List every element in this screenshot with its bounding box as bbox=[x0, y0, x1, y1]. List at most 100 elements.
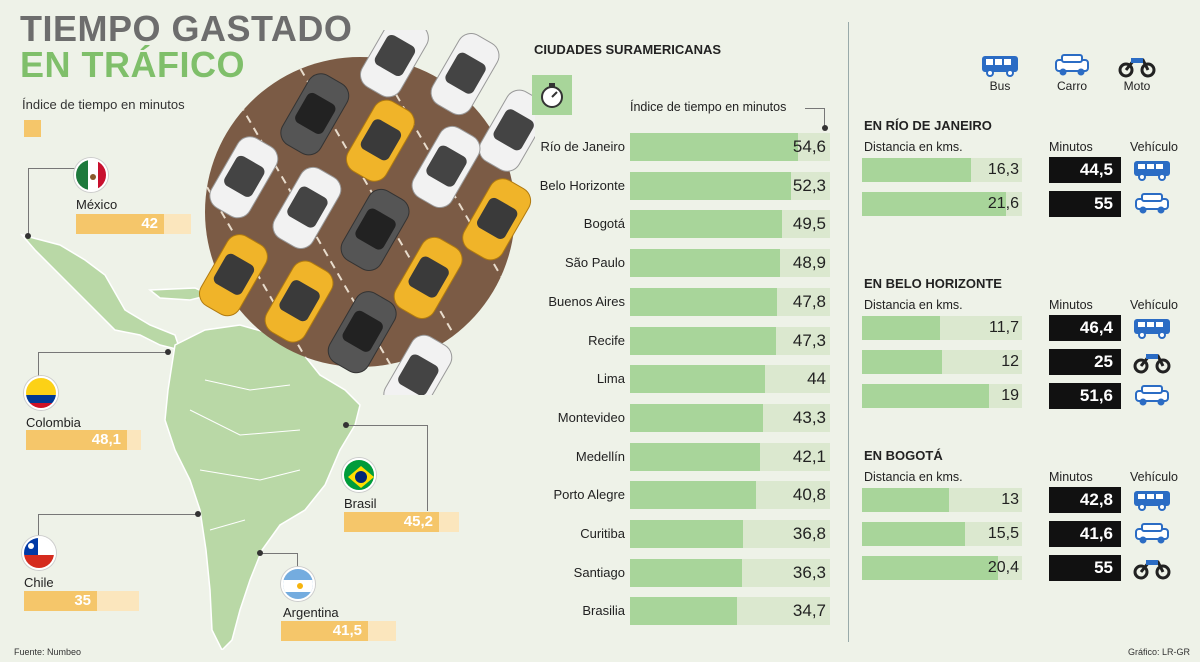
cities-chart-title: CIUDADES SURAMERICANAS bbox=[534, 42, 722, 57]
flag-chile-icon bbox=[22, 536, 56, 570]
legend-label: Índice de tiempo en minutos bbox=[22, 97, 185, 112]
country-value-brasil: 45,2 bbox=[403, 513, 433, 530]
city-bar-value: 34,7 bbox=[792, 601, 826, 621]
vehicle-column-label: Vehículo bbox=[1130, 470, 1178, 484]
city-bar bbox=[630, 558, 742, 587]
distance-value: 13 bbox=[1001, 491, 1019, 508]
city-bar bbox=[630, 442, 760, 471]
legend-car-label: Carro bbox=[1056, 79, 1087, 93]
city-bar-value: 48,9 bbox=[792, 253, 826, 273]
distance-bar bbox=[862, 158, 971, 182]
distance-bar bbox=[862, 350, 942, 374]
city-label: Belo Horizonte bbox=[539, 177, 625, 193]
legend-moto bbox=[1117, 52, 1157, 85]
country-value-colombia: 48,1 bbox=[91, 431, 121, 448]
legend-bus bbox=[980, 52, 1020, 85]
flag-colombia-icon bbox=[24, 376, 58, 410]
city-bar-value: 52,3 bbox=[792, 175, 826, 195]
car-4 bbox=[280, 73, 350, 156]
bus-icon bbox=[1132, 487, 1172, 513]
marker-brasil bbox=[343, 422, 349, 428]
distance-column-label: Distancia en kms. bbox=[864, 140, 963, 154]
marker-colombia bbox=[165, 349, 171, 355]
vertical-divider bbox=[848, 22, 849, 642]
leader-colombia bbox=[38, 352, 168, 378]
leader-brasil bbox=[346, 425, 428, 511]
minutes-column-label: Minutos bbox=[1049, 140, 1093, 154]
bus-icon bbox=[982, 56, 1018, 77]
motorcycle-icon bbox=[1118, 58, 1156, 78]
city-breakdowns: EN RÍO DE JANEIRO Distancia en kms. Minuto… bbox=[862, 118, 1192, 638]
distance-value: 11,7 bbox=[989, 319, 1019, 336]
car-12 bbox=[199, 234, 268, 317]
city-label: Medellín bbox=[575, 448, 625, 464]
city-bar bbox=[630, 171, 791, 200]
city-bar-value: 47,8 bbox=[792, 291, 826, 311]
legend-bus-label: Bus bbox=[989, 79, 1011, 93]
minutes-value: 51,6 bbox=[1049, 383, 1121, 409]
map-mexico bbox=[19, 233, 182, 352]
city-bar-value: 40,8 bbox=[792, 485, 826, 505]
car-11 bbox=[393, 236, 463, 319]
car-9 bbox=[272, 166, 342, 249]
minutes-value: 25 bbox=[1049, 349, 1121, 375]
country-value-argentina: 41,5 bbox=[332, 622, 362, 639]
country-name-colombia: Colombia bbox=[26, 415, 81, 430]
city-bar-value: 36,8 bbox=[792, 524, 826, 543]
city-bar-value: 47,3 bbox=[792, 330, 826, 350]
country-value-mexico: 42 bbox=[141, 215, 158, 232]
marker-mexico bbox=[25, 233, 31, 239]
city-label: Montevideo bbox=[557, 409, 625, 425]
distance-bar bbox=[862, 522, 965, 546]
city-label: Curitiba bbox=[580, 526, 625, 541]
distance-value: 20,4 bbox=[987, 559, 1019, 576]
distance-value: 15,5 bbox=[987, 525, 1019, 542]
marker-argentina bbox=[257, 550, 263, 556]
marker-chile bbox=[195, 511, 201, 517]
country-name-brasil: Brasil bbox=[344, 496, 377, 511]
car-1 bbox=[360, 30, 429, 98]
distance-bar bbox=[862, 556, 998, 580]
vehicle-column-label: Vehículo bbox=[1130, 140, 1178, 154]
city-bar bbox=[630, 133, 798, 161]
traffic-illustration bbox=[190, 30, 535, 395]
city-bar-value: 49,5 bbox=[792, 214, 826, 234]
minutes-value: 44,5 bbox=[1049, 157, 1121, 183]
city-bar-value: 43,3 bbox=[792, 407, 826, 427]
city-bar-value: 42,1 bbox=[792, 446, 826, 466]
distance-value: 16,3 bbox=[987, 161, 1019, 178]
motorcycle-icon bbox=[1132, 555, 1172, 581]
car-8 bbox=[209, 136, 279, 219]
legend-swatch bbox=[24, 120, 41, 137]
minutes-value: 42,8 bbox=[1049, 487, 1121, 513]
city-bar bbox=[630, 481, 756, 510]
city-label: Lima bbox=[596, 371, 625, 387]
cities-bar-chart: Río de Janeiro 54,6 Belo Horizonte 52,3 Bogo… bbox=[500, 133, 835, 633]
city-label: Buenos Aires bbox=[548, 293, 625, 309]
bus-icon bbox=[1132, 315, 1172, 341]
city-bar bbox=[630, 520, 743, 548]
car-7 bbox=[462, 178, 532, 261]
car-14 bbox=[327, 291, 397, 374]
footer-credit: Gráfico: LR-GR bbox=[1128, 647, 1191, 657]
city-bar-value: 54,6 bbox=[792, 137, 826, 156]
car-icon bbox=[1132, 191, 1172, 217]
city-bar bbox=[630, 210, 782, 239]
distance-column-label: Distancia en kms. bbox=[864, 298, 963, 312]
city-label: Santiago bbox=[573, 564, 625, 580]
cities-axis-label: Índice de tiempo en minutos bbox=[630, 100, 787, 114]
minutes-column-label: Minutos bbox=[1049, 298, 1093, 312]
city-bar bbox=[630, 326, 776, 355]
leader-mexico bbox=[28, 168, 76, 236]
distance-bar bbox=[862, 316, 940, 340]
car-icon bbox=[1132, 521, 1172, 547]
city-bar-value: 44 bbox=[807, 369, 826, 389]
car-6 bbox=[411, 125, 481, 209]
axis-label-leader bbox=[805, 108, 825, 126]
flag-argentina-icon bbox=[281, 567, 315, 601]
axis-label-dot bbox=[822, 125, 828, 131]
minutes-value: 41,6 bbox=[1049, 521, 1121, 547]
city-bar bbox=[630, 403, 763, 432]
minutes-value: 55 bbox=[1049, 191, 1121, 217]
title-line-1: TIEMPO GASTADO bbox=[20, 8, 353, 49]
